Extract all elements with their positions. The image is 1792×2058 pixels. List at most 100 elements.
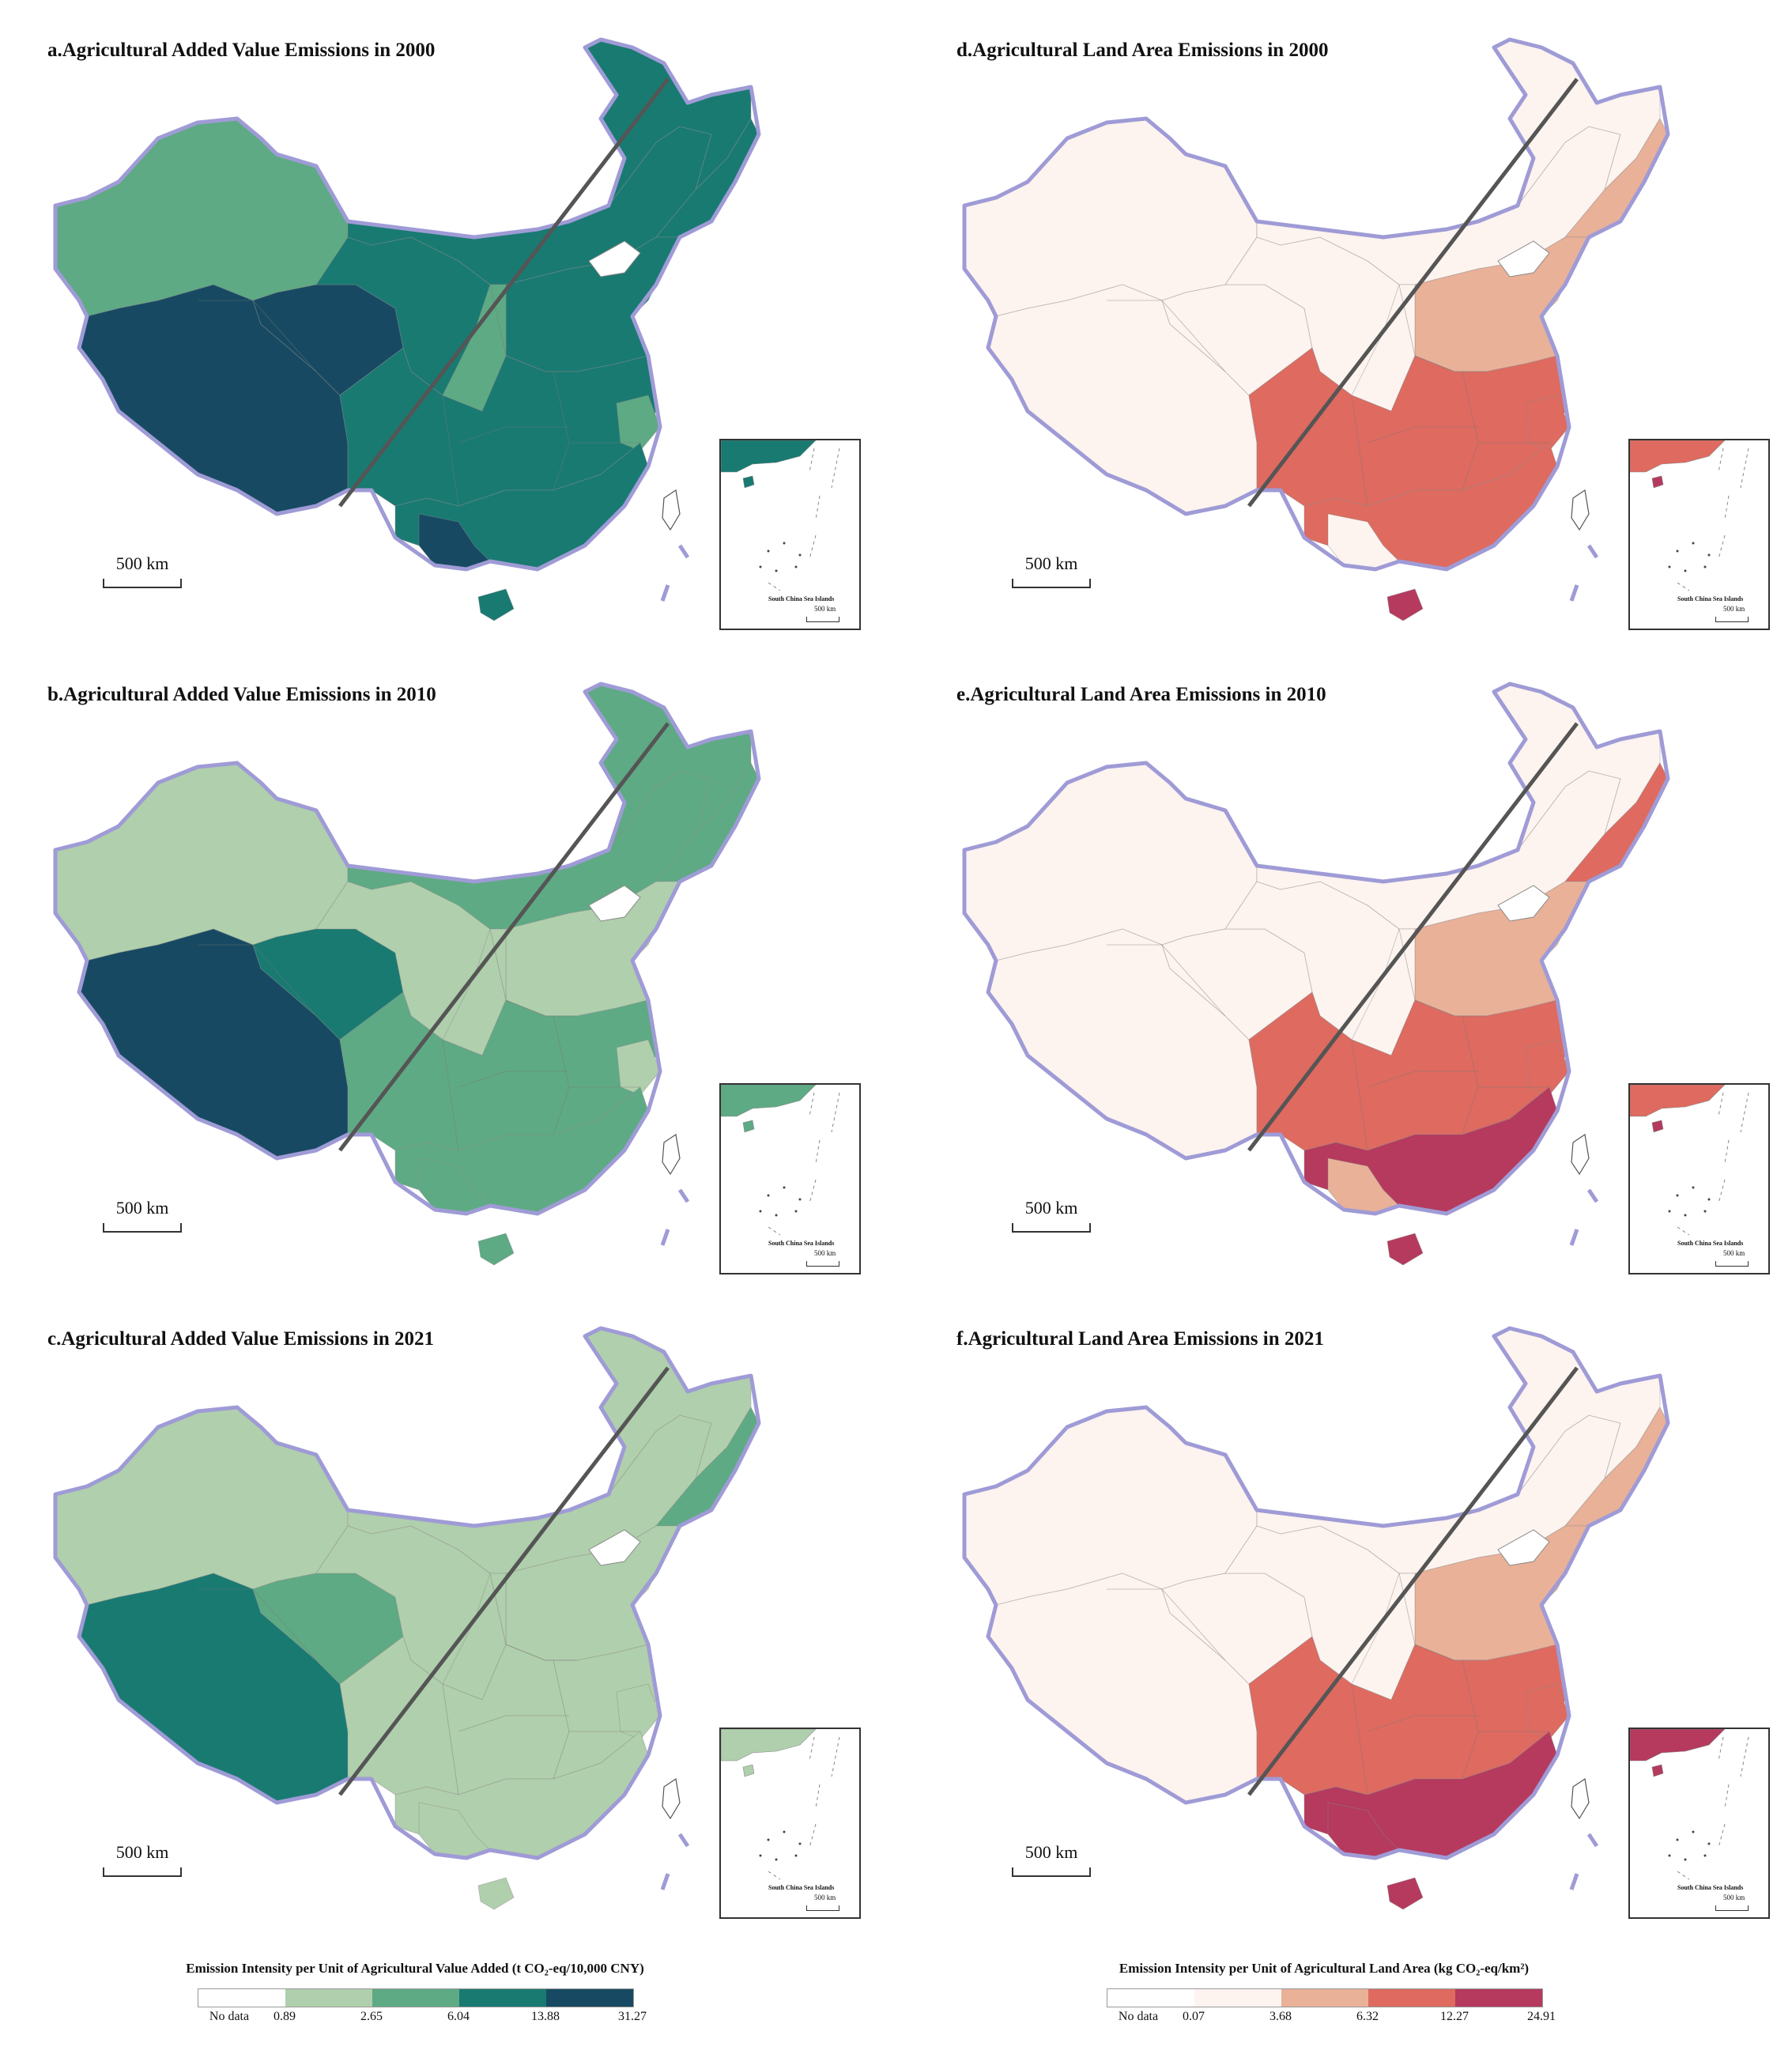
inset-label: South China Sea Islands: [1677, 1240, 1744, 1247]
inset-island: [1668, 1210, 1671, 1213]
inset-island: [1703, 1210, 1707, 1213]
inset-mainland: [1630, 1085, 1726, 1117]
hu-line: [1247, 77, 1579, 508]
inset-hainan: [1651, 1764, 1664, 1777]
inset-island: [1703, 565, 1707, 568]
inset-island: [794, 565, 798, 568]
region-zhejiang: [616, 1683, 661, 1740]
inset-island: [775, 569, 778, 572]
inset-scale-line: [806, 617, 839, 622]
inset-scale-line: [1715, 617, 1749, 622]
hu-line: [1247, 722, 1579, 1152]
hu-line: [338, 1366, 670, 1796]
inset-dash: [809, 1823, 817, 1848]
inset-map: [1630, 1085, 1749, 1236]
panel-title: c.Agricultural Added Value Emissions in …: [47, 1328, 434, 1350]
inset-label: South China Sea Islands: [768, 1884, 835, 1891]
dash-segment: [660, 1873, 670, 1890]
taiwan: [1571, 1777, 1590, 1820]
province-boundary: [1107, 300, 1226, 372]
inset-scale-line: [806, 1261, 839, 1267]
region-zhejiang: [1525, 395, 1570, 451]
china-map: [962, 682, 1670, 1266]
province-boundary: [505, 355, 577, 372]
legend-tick-label: 3.68: [1269, 2010, 1292, 2023]
inset-mainland: [721, 1085, 817, 1117]
taiwan: [662, 1133, 681, 1176]
inset-island: [1707, 1842, 1711, 1845]
province-boundary: [458, 1071, 507, 1088]
dash-segment: [660, 1229, 670, 1246]
inset-island: [759, 565, 762, 568]
inset-island: [1707, 553, 1711, 557]
province-boundary: [1414, 355, 1486, 372]
dash-segment: [1569, 1229, 1579, 1246]
province-boundary: [1398, 1573, 1416, 1645]
legend-tick-label: No data: [1118, 2010, 1159, 2023]
region-hainan: [477, 588, 515, 621]
inset-island: [1692, 1186, 1695, 1189]
panel-title: e.Agricultural Land Area Emissions in 20…: [956, 684, 1326, 705]
inset-map: [721, 1085, 840, 1236]
dash-segment: [1586, 1188, 1599, 1203]
inset-mainland: [721, 440, 817, 473]
inset-island: [1668, 565, 1671, 568]
region-xinjiang: [964, 1407, 1258, 1606]
province-boundary: [1367, 426, 1416, 444]
inset-dash: [1718, 1092, 1724, 1117]
scale-label: 500 km: [115, 1198, 169, 1218]
region-hainan: [1386, 1233, 1424, 1266]
national-border: [53, 37, 761, 572]
dash-segment: [1569, 584, 1579, 602]
panel-title: a.Agricultural Added Value Emissions in …: [47, 40, 436, 61]
legend-color-bar: [198, 1988, 634, 2007]
inset-map: [721, 440, 840, 591]
scale-line: [1012, 1867, 1091, 1877]
inset-dash: [1718, 447, 1724, 473]
scale-label: 500 km: [1024, 553, 1078, 573]
inset-island: [1684, 1858, 1687, 1861]
legend-swatch: [1107, 1989, 1194, 2007]
inset-island: [798, 1198, 802, 1201]
national-border: [962, 1326, 1670, 1860]
legend-tick-label: 6.04: [447, 2010, 470, 2023]
inset-label: South China Sea Islands: [1677, 595, 1744, 602]
legend-swatch: [1368, 1989, 1455, 2007]
taiwan: [1571, 1133, 1590, 1176]
map-panel-a: a.Agricultural Added Value Emissions in …: [0, 0, 893, 633]
scale-bar: 500 km: [103, 1198, 182, 1233]
legend-swatch: [1281, 1989, 1368, 2007]
province-boundary: [442, 1039, 459, 1151]
inset-island: [1684, 1214, 1687, 1217]
province-boundary: [1351, 395, 1368, 507]
inset-map: [1630, 1729, 1749, 1880]
scale-line: [103, 579, 182, 588]
province-boundary: [458, 1715, 507, 1732]
legend-tick-label: 31.27: [618, 2010, 647, 2023]
inset-island: [1668, 1854, 1671, 1857]
bohai-sea: [588, 885, 641, 922]
inset-dash: [1724, 495, 1730, 520]
national-border: [962, 37, 1670, 572]
legend-swatch: [372, 1989, 459, 2007]
taiwan: [1571, 489, 1590, 531]
taiwan: [662, 489, 681, 531]
inset-scale-label: 500 km: [1723, 605, 1745, 613]
region-zhejiang: [1525, 1683, 1570, 1740]
inset-scale-line: [1715, 1261, 1749, 1267]
scale-line: [103, 1223, 182, 1233]
legend-tick-label: 2.65: [360, 2010, 383, 2023]
inset-map: [1630, 440, 1749, 591]
scale-label: 500 km: [1024, 1842, 1078, 1862]
inset-island: [1692, 542, 1695, 545]
bohai-sea: [588, 1529, 641, 1566]
region-zhejiang: [616, 395, 661, 451]
inset-scale-label: 500 km: [814, 605, 836, 613]
south-china-sea-inset: South China Sea Islands 500 km: [1628, 1083, 1770, 1274]
dash-segment: [660, 584, 670, 602]
legend-tick-label: 24.91: [1527, 2010, 1556, 2023]
national-border: [53, 1326, 761, 1860]
scale-line: [103, 1867, 182, 1877]
south-china-sea-inset: South China Sea Islands 500 km: [719, 1728, 861, 1919]
